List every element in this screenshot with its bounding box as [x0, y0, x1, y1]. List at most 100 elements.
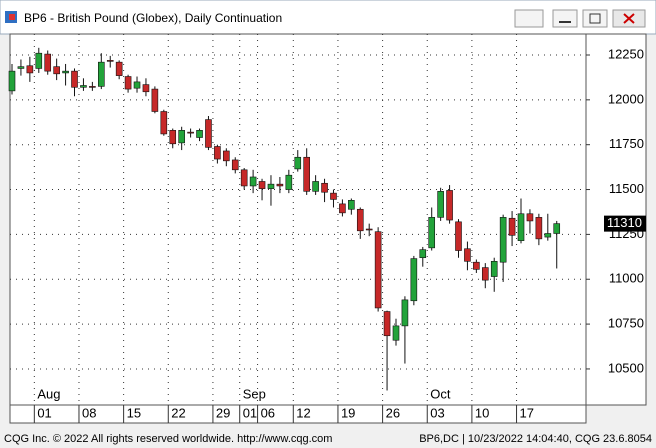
candle-body: [106, 60, 114, 62]
candle-body: [151, 88, 159, 112]
candle-body: [348, 200, 355, 210]
candle-body: [544, 233, 552, 238]
candle-body: [178, 130, 185, 144]
x-tick-label: 08: [82, 405, 96, 420]
x-tick-label: 01: [37, 405, 51, 420]
candle-body: [473, 261, 480, 270]
candle-body: [26, 65, 34, 74]
candle-body: [196, 130, 203, 138]
month-label: Oct: [430, 386, 451, 401]
candle-body: [401, 299, 409, 327]
x-tick-label: 12: [296, 405, 310, 420]
y-tick-label: 11750: [609, 136, 644, 151]
candle-body: [249, 176, 257, 187]
candle-body: [17, 66, 25, 69]
candle-body: [321, 182, 328, 193]
candle-body: [133, 81, 141, 89]
x-tick-label: 29: [216, 405, 230, 420]
candle-body: [267, 183, 275, 189]
month-label: Sep: [243, 386, 266, 401]
candle-body: [410, 258, 418, 302]
candle-body: [294, 156, 302, 170]
window-title: BP6 - British Pound (Globex), Daily Cont…: [24, 11, 282, 25]
candle-body: [553, 223, 561, 234]
candle-body: [437, 191, 444, 218]
x-tick-label: 19: [341, 405, 355, 420]
candle-body: [312, 181, 319, 192]
candle-body: [526, 213, 534, 222]
close-icon: [623, 13, 635, 24]
pin-button[interactable]: [514, 9, 544, 28]
x-tick-label: 15: [127, 405, 141, 420]
candle-body: [490, 261, 498, 277]
candle-body: [455, 221, 462, 251]
candle-body: [365, 228, 373, 231]
minimize-button[interactable]: [552, 9, 578, 28]
x-tick-label: 26: [386, 405, 400, 420]
candle-body: [428, 217, 436, 249]
x-tick-label: 03: [430, 405, 444, 420]
candle-body: [142, 84, 150, 93]
candle-body: [481, 267, 489, 281]
candle-body: [303, 156, 310, 192]
candle-body: [205, 119, 212, 148]
candle-body: [535, 217, 543, 240]
x-tick-label: 06: [261, 405, 275, 420]
footer-left: CQG Inc. © 2022 All rights reserved worl…: [4, 433, 332, 445]
candle-body: [44, 53, 52, 72]
candle-body: [231, 159, 239, 171]
month-label: Aug: [37, 386, 60, 401]
y-tick-label: 11000: [609, 271, 644, 286]
candle-body: [419, 249, 427, 259]
maximize-button[interactable]: [582, 9, 608, 28]
candle-body: [339, 203, 346, 214]
x-tick-label: 01: [243, 405, 257, 420]
candle-body: [214, 146, 221, 160]
candle-body: [160, 111, 168, 135]
candle-body: [187, 131, 194, 134]
candle-body: [169, 130, 177, 145]
last-price-box: [604, 215, 646, 232]
candle-body: [276, 183, 284, 187]
candle-body: [330, 192, 337, 200]
x-axis-area: [9, 404, 587, 424]
candle-body: [383, 311, 391, 337]
plot-area: [9, 33, 587, 406]
x-tick-label: 22: [171, 405, 185, 420]
candle-body: [35, 52, 43, 69]
candle-body: [89, 86, 96, 88]
candle-body: [80, 85, 87, 88]
maximize-icon: [589, 13, 601, 24]
y-tick-label: 10500: [608, 360, 644, 375]
y-tick-label: 10750: [608, 316, 644, 331]
candle-body: [499, 217, 507, 263]
candle-body: [508, 217, 516, 236]
candle-body: [240, 169, 248, 187]
candle-body: [124, 76, 132, 90]
candle-body: [446, 190, 453, 221]
candle-body: [71, 70, 78, 88]
candle-body: [53, 66, 60, 75]
y-tick-label: 12250: [608, 46, 644, 61]
last-price-label: 11310: [607, 215, 642, 230]
candle-body: [223, 150, 230, 162]
candle-body: [356, 208, 364, 232]
candle-body: [62, 70, 69, 74]
candle-body: [8, 70, 16, 92]
candle-body: [258, 181, 266, 189]
footer-right: BP6,DC | 10/23/2022 14:04:40, CQG 23.6.8…: [419, 433, 652, 445]
candle-body: [98, 61, 105, 87]
app-icon-inner: [9, 14, 15, 20]
x-tick-label: 17: [520, 405, 534, 420]
x-tick-label: 10: [475, 405, 489, 420]
candle-body: [115, 61, 123, 76]
candle-body: [392, 325, 400, 341]
candle-body: [374, 231, 382, 309]
candle-body: [285, 174, 293, 190]
candle-body: [464, 248, 471, 262]
y-tick-label: 12000: [608, 91, 644, 106]
y-tick-label: 11500: [609, 181, 644, 196]
candle-body: [517, 213, 525, 241]
